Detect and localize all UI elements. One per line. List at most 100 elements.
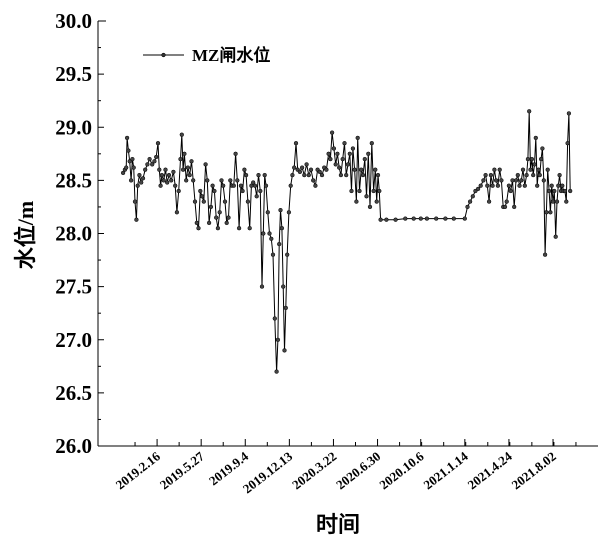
data-point [544, 210, 549, 215]
data-point [212, 188, 217, 194]
data-point [285, 252, 290, 257]
data-point [210, 183, 215, 188]
data-point [393, 217, 398, 222]
data-point [262, 172, 267, 178]
data-point [215, 226, 221, 231]
data-point [185, 165, 191, 170]
data-point [155, 141, 161, 146]
data-point [553, 234, 558, 239]
data-point [560, 183, 565, 188]
data-point [340, 156, 345, 162]
data-point [124, 135, 130, 141]
data-point [272, 316, 277, 321]
data-point [240, 188, 245, 194]
y-axis-ticks: 26.0 26.5 27.0 27.5 28.0 28.5 29.0 29.5 30.0 [55, 9, 104, 458]
data-point [512, 204, 517, 210]
data-point [540, 146, 545, 151]
data-point [524, 172, 529, 178]
data-point [504, 199, 509, 204]
y-tick-label: 29.0 [55, 115, 92, 139]
data-point [252, 183, 258, 188]
data-point [159, 172, 165, 178]
data-point [375, 172, 381, 178]
data-point [134, 217, 139, 222]
x-tick-label: 2020.6.30 [333, 449, 383, 493]
data-point [352, 167, 357, 172]
data-point [470, 194, 475, 199]
data-point [231, 183, 236, 188]
data-point [533, 135, 538, 141]
data-point [178, 156, 183, 162]
data-point [157, 167, 162, 172]
data-point [191, 178, 196, 183]
data-point [165, 180, 170, 185]
y-tick-label: 30.0 [55, 9, 92, 33]
y-axis-title: 水位/m [13, 201, 38, 269]
data-point [135, 183, 140, 188]
data-point [233, 151, 238, 156]
data-point [319, 172, 325, 178]
data-point [206, 220, 212, 226]
data-point [263, 183, 269, 188]
data-point [226, 215, 231, 220]
y-tick-label: 26.5 [55, 381, 92, 405]
data-point [548, 210, 553, 215]
data-point [488, 172, 494, 178]
data-point [377, 188, 382, 194]
data-point [515, 172, 520, 178]
data-point [147, 156, 152, 162]
data-point [286, 210, 292, 215]
data-point [278, 207, 283, 213]
data-point [126, 148, 131, 153]
data-point [299, 165, 305, 170]
data-point [120, 170, 126, 176]
data-point [277, 241, 282, 247]
data-point [525, 156, 531, 162]
data-point [552, 188, 557, 194]
data-point [139, 180, 144, 185]
data-point [483, 172, 488, 178]
data-point [194, 220, 199, 226]
data-point [145, 162, 150, 167]
data-point [198, 188, 203, 194]
data-point [180, 167, 186, 172]
legend-label: MZ闸水位 [192, 45, 270, 65]
data-point [196, 226, 201, 231]
data-point [337, 165, 342, 170]
data-point [265, 210, 270, 215]
data-point [369, 141, 374, 146]
data-point [143, 167, 148, 172]
data-point [275, 337, 281, 342]
data-point [292, 165, 297, 170]
data-point [508, 188, 513, 194]
data-point [161, 178, 166, 183]
data-point [270, 252, 276, 257]
data-point [403, 216, 408, 221]
data-point [345, 162, 351, 167]
legend-point-marker [161, 52, 166, 58]
data-point [269, 236, 274, 241]
data-point [199, 194, 205, 199]
data-point [304, 162, 309, 167]
data-point [236, 226, 242, 231]
data-point [261, 231, 266, 236]
data-point [465, 204, 470, 210]
data-point [549, 183, 554, 188]
data-point [201, 199, 206, 204]
data-point [529, 156, 535, 162]
data-point [187, 172, 192, 178]
data-point [366, 151, 371, 156]
y-tick-label: 27.0 [55, 328, 92, 352]
data-point [434, 216, 439, 221]
data-point [169, 178, 174, 183]
x-tick-label: 2019.5.27 [157, 448, 208, 492]
data-point [124, 165, 129, 170]
data-point [493, 178, 499, 183]
data-point [519, 178, 524, 183]
x-tick-label: 2019.2.16 [113, 448, 164, 492]
data-point [499, 178, 504, 183]
data-point [152, 159, 157, 164]
data-point [418, 216, 423, 221]
data-point [290, 172, 295, 178]
